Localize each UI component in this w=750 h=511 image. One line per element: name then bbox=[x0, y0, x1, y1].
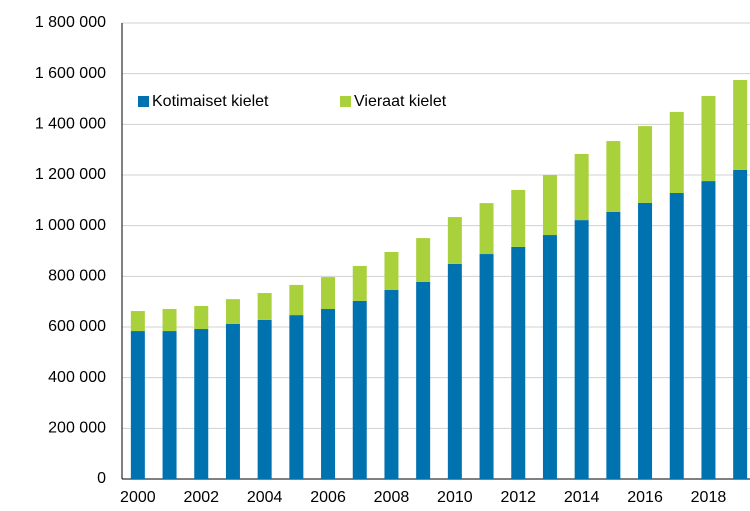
bar-segment bbox=[321, 277, 336, 310]
bar-segment bbox=[669, 111, 684, 193]
bar-segment bbox=[352, 300, 367, 479]
x-tick-label: 2000 bbox=[120, 489, 156, 506]
x-tick-label: 2004 bbox=[247, 489, 283, 506]
bar-segment bbox=[606, 141, 621, 212]
y-tick-label: 1 600 000 bbox=[35, 65, 106, 82]
x-tick-label: 2002 bbox=[183, 489, 219, 506]
bar-segment bbox=[352, 265, 367, 301]
x-tick-label: 2008 bbox=[374, 489, 410, 506]
y-tick-label: 200 000 bbox=[48, 420, 106, 437]
bar-segment bbox=[384, 290, 399, 479]
bar-segment bbox=[479, 254, 494, 479]
bar-segment bbox=[733, 169, 748, 479]
bar-segment bbox=[194, 329, 209, 479]
bar-segment bbox=[130, 331, 145, 479]
bar-segment bbox=[511, 189, 526, 247]
bar-segment bbox=[162, 309, 177, 332]
bar-segment bbox=[416, 238, 431, 282]
y-tick-label: 1 000 000 bbox=[35, 217, 106, 234]
bar-segment bbox=[289, 284, 304, 316]
x-tick-label: 2014 bbox=[564, 489, 600, 506]
bar-segment bbox=[701, 181, 716, 479]
legend-label: Kotimaiset kielet bbox=[152, 93, 269, 110]
bar-segment bbox=[733, 80, 748, 170]
bar-segment bbox=[225, 323, 240, 479]
bar-segment bbox=[257, 319, 272, 479]
y-tick-label: 400 000 bbox=[48, 369, 106, 386]
bar-segment bbox=[574, 220, 589, 480]
bar-segment bbox=[321, 309, 336, 479]
bar-segment bbox=[384, 252, 399, 291]
bar-segment bbox=[638, 202, 653, 479]
bar-segment bbox=[479, 203, 494, 255]
y-tick-label: 600 000 bbox=[48, 318, 106, 335]
x-tick-label: 2012 bbox=[500, 489, 536, 506]
bar-segment bbox=[194, 305, 209, 330]
bar-segment bbox=[162, 331, 177, 479]
x-tick-label: 2018 bbox=[691, 489, 727, 506]
bar-segment bbox=[638, 126, 653, 203]
bar-segment bbox=[447, 263, 462, 479]
x-tick-label: 2016 bbox=[627, 489, 663, 506]
legend-label: Vieraat kielet bbox=[354, 93, 447, 110]
bar-segment bbox=[511, 246, 526, 479]
legend-swatch bbox=[340, 96, 351, 107]
y-tick-label: 0 bbox=[97, 470, 106, 487]
bar-segment bbox=[542, 175, 557, 236]
bar-segment bbox=[257, 293, 272, 320]
bar-segment bbox=[701, 95, 716, 182]
bar-segment bbox=[289, 315, 304, 479]
x-tick-label: 2006 bbox=[310, 489, 346, 506]
bar-segment bbox=[447, 217, 462, 264]
bar-segment bbox=[574, 153, 589, 221]
x-tick-label: 2010 bbox=[437, 489, 473, 506]
y-tick-label: 1 200 000 bbox=[35, 166, 106, 183]
bar-segment bbox=[416, 281, 431, 479]
bar-segment bbox=[130, 311, 145, 332]
y-tick-label: 800 000 bbox=[48, 268, 106, 285]
bar-segment bbox=[225, 299, 240, 324]
legend-swatch bbox=[138, 96, 149, 107]
y-tick-label: 1 800 000 bbox=[35, 14, 106, 31]
bar-segment bbox=[669, 192, 684, 479]
bar-segment bbox=[606, 211, 621, 479]
y-tick-label: 1 400 000 bbox=[35, 116, 106, 133]
bar-segment bbox=[542, 235, 557, 479]
